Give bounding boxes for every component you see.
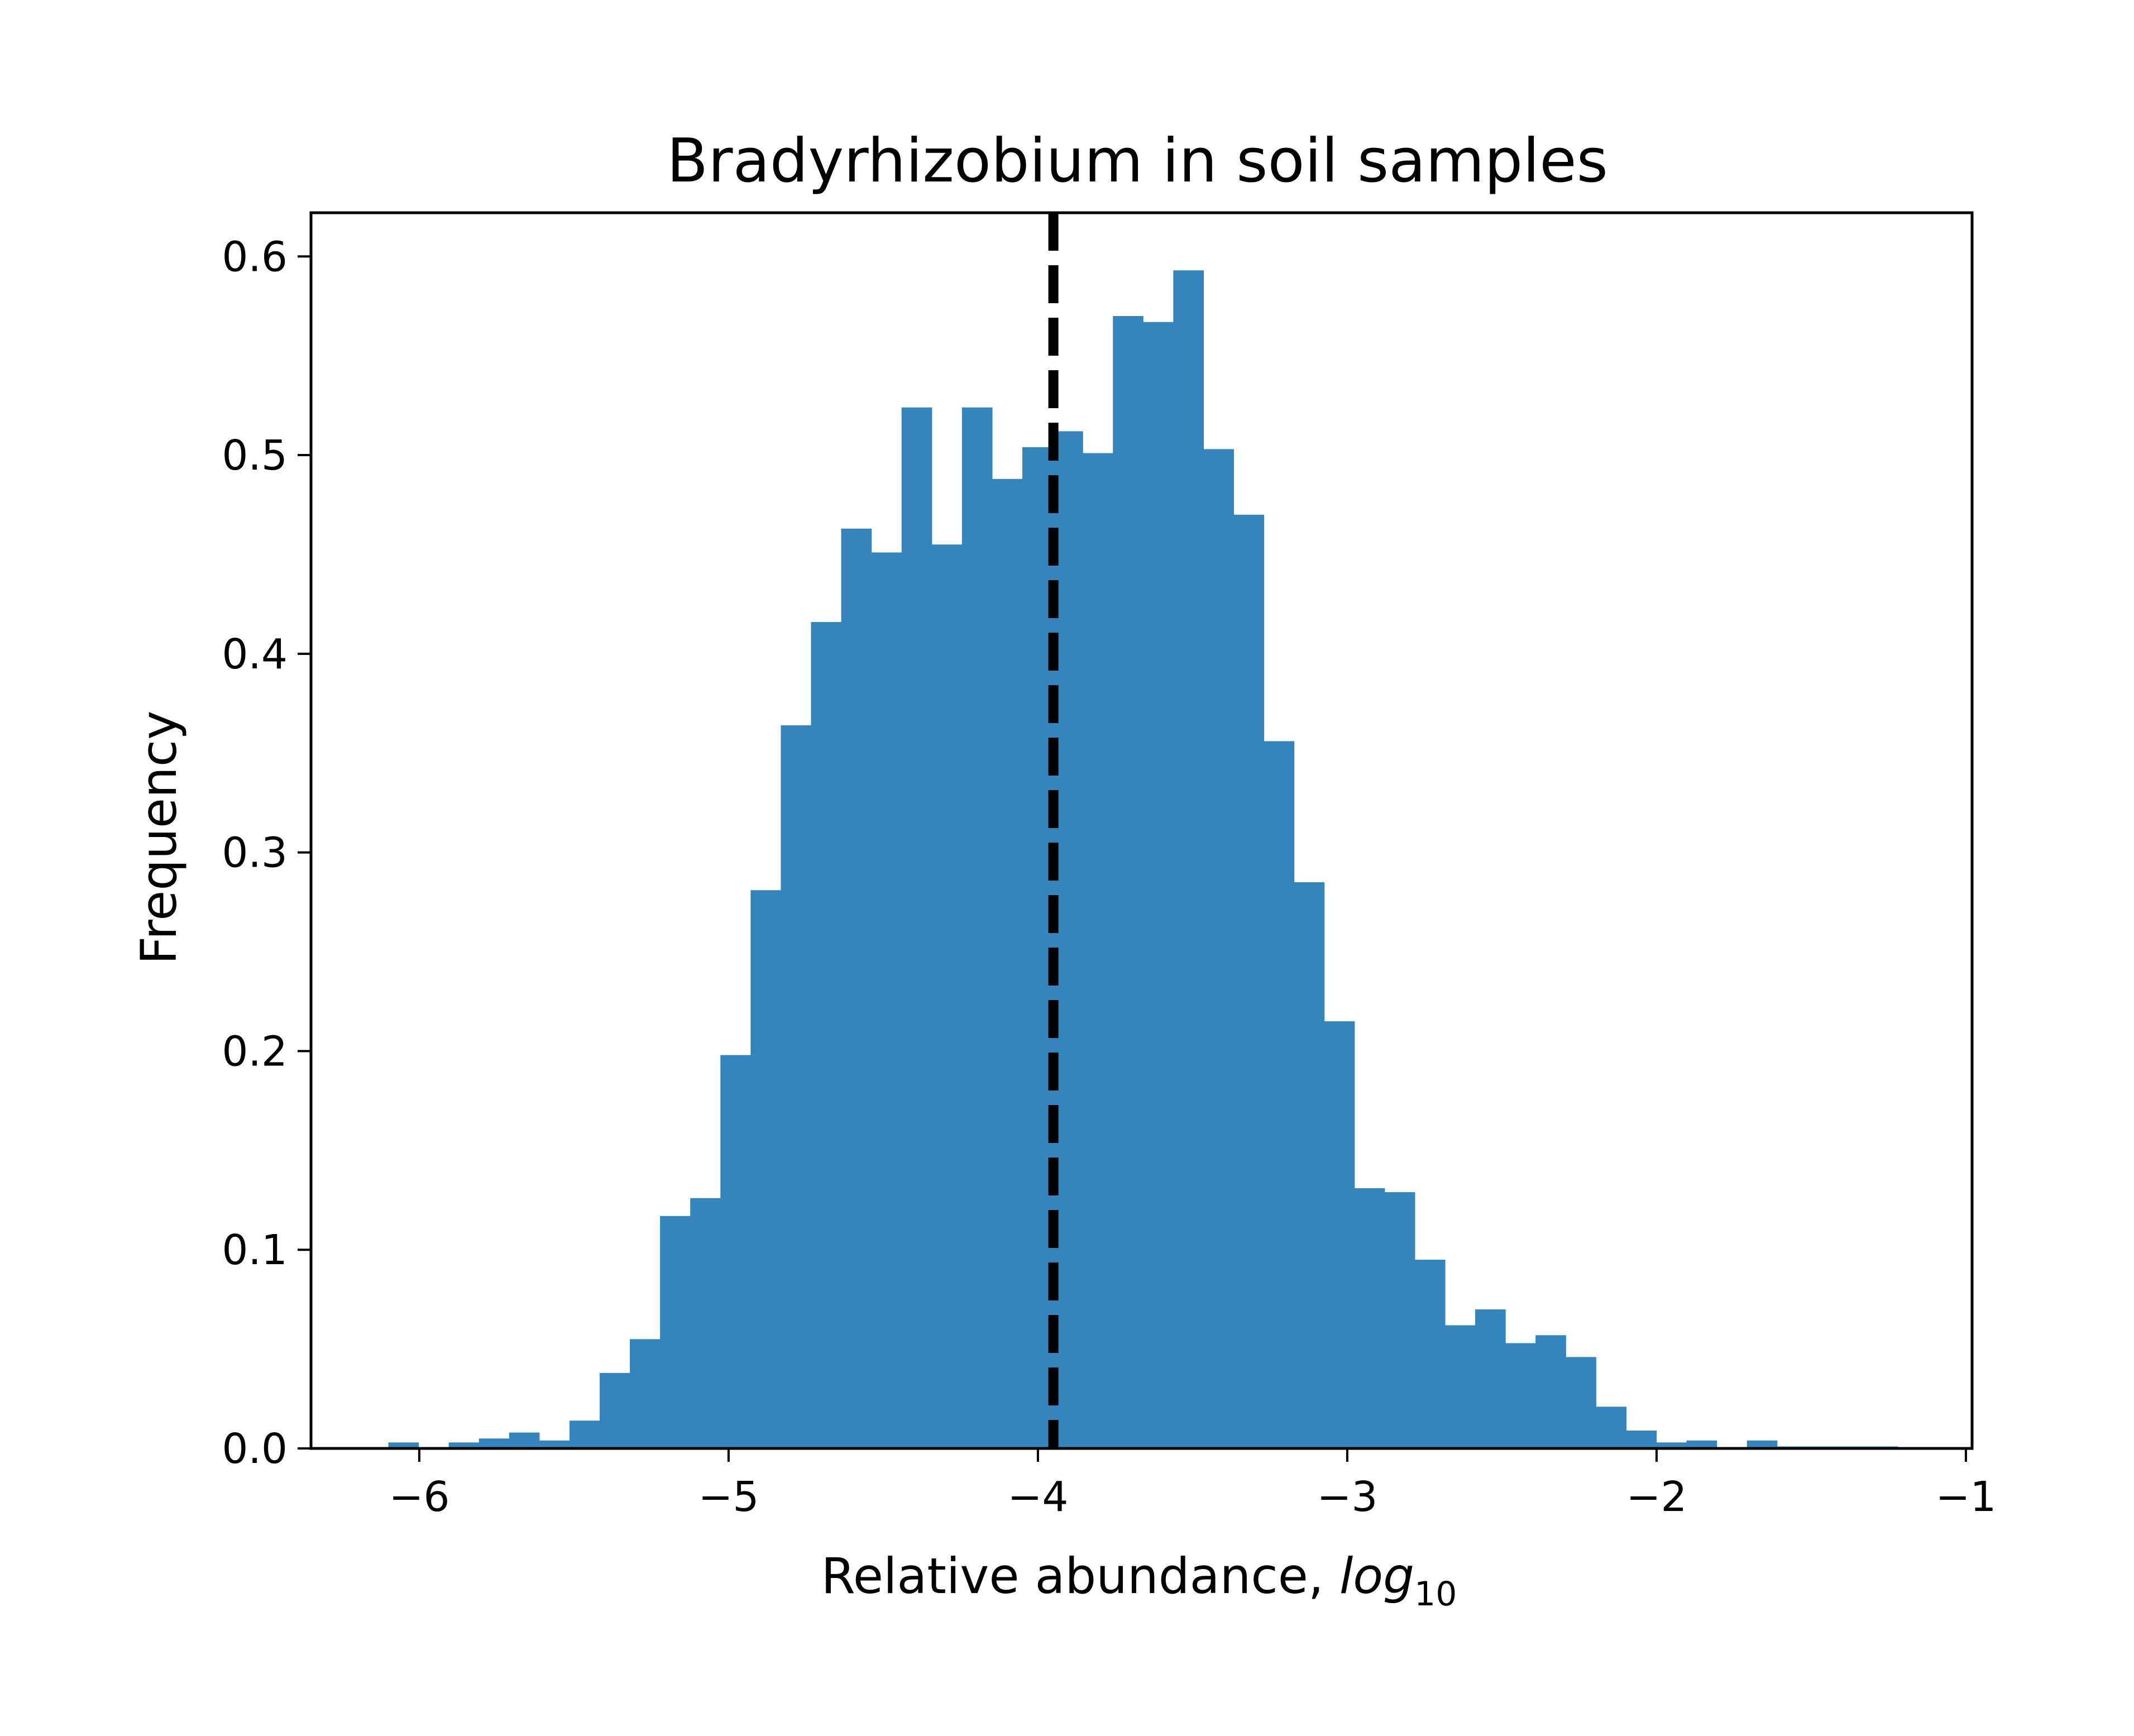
histogram-bar: [1143, 322, 1174, 1448]
histogram-bar: [1656, 1442, 1687, 1448]
histogram-bar: [1354, 1188, 1385, 1448]
histogram-bar: [1475, 1309, 1506, 1448]
x-tick-label: −6: [389, 1473, 449, 1521]
histogram-bar: [1566, 1357, 1596, 1448]
x-axis-label-text: Relative abundance,: [821, 1547, 1324, 1605]
histogram-bar: [1535, 1335, 1566, 1448]
histogram-bar: [539, 1440, 570, 1448]
y-tick-label: 0.0: [222, 1425, 288, 1473]
histogram-bar: [1324, 1021, 1355, 1448]
x-axis-label-math: log: [1339, 1547, 1414, 1605]
histogram-bar: [448, 1442, 480, 1448]
histogram-bar: [992, 479, 1023, 1448]
histogram-bar: [1173, 270, 1204, 1448]
histogram-bar: [1414, 1260, 1446, 1448]
chart-title: Bradyrhizobium in soil samples: [667, 126, 1608, 196]
histogram-bar: [871, 552, 902, 1448]
histogram-bar: [841, 528, 872, 1448]
histogram-bar: [1113, 316, 1143, 1448]
y-axis-label: Frequency: [130, 711, 188, 965]
histogram-bar: [569, 1421, 600, 1448]
histogram-bar: [781, 725, 812, 1448]
histogram-bar: [479, 1438, 510, 1448]
histogram-bar: [1747, 1440, 1778, 1448]
histogram-bar: [901, 407, 932, 1448]
histogram-bar: [630, 1339, 661, 1448]
y-tick-label: 0.5: [222, 432, 288, 480]
histogram-bar: [1203, 449, 1235, 1448]
histogram-bar: [388, 1442, 419, 1448]
y-axis: 0.0 0.1 0.2 0.3 0.4 0.5 0.6: [222, 233, 311, 1473]
histogram-bar: [1264, 741, 1295, 1448]
histogram-bar: [660, 1216, 691, 1448]
histogram-bar: [1505, 1343, 1536, 1448]
histogram-bar: [961, 407, 993, 1448]
histogram-bar: [720, 1055, 751, 1448]
x-axis-label: Relative abundance, log10: [821, 1547, 1457, 1614]
histogram-bar: [509, 1432, 540, 1448]
x-tick-label: −2: [1626, 1473, 1687, 1521]
histogram-bar: [690, 1198, 721, 1448]
histogram-bar: [1294, 882, 1325, 1448]
bars-group: [388, 270, 1898, 1449]
plot-frame: [309, 211, 1974, 1450]
x-tick-label: −4: [1007, 1473, 1068, 1521]
x-axis-label-subscript: 10: [1414, 1575, 1457, 1614]
histogram-bar: [1022, 447, 1053, 1448]
histogram-bar: [1233, 514, 1265, 1449]
y-tick-label: 0.1: [222, 1226, 288, 1274]
histogram-bar: [931, 544, 963, 1449]
x-axis: −6 −5 −4 −3 −2 −1: [389, 1448, 1996, 1521]
histogram-bar: [1626, 1430, 1657, 1448]
histogram-bar: [1596, 1407, 1627, 1448]
y-tick-label: 0.2: [222, 1027, 288, 1075]
x-tick-label: −3: [1317, 1473, 1377, 1521]
histogram-bar: [1444, 1325, 1476, 1448]
x-tick-label: −5: [698, 1473, 759, 1521]
histogram-bar: [1686, 1440, 1717, 1448]
histogram-bar: [1384, 1192, 1415, 1448]
y-tick-label: 0.6: [222, 233, 288, 281]
histogram-bar: [1083, 453, 1113, 1449]
histogram-bar: [811, 621, 842, 1448]
y-tick-label: 0.3: [222, 829, 288, 877]
y-tick-label: 0.4: [222, 630, 288, 678]
x-tick-label: −1: [1935, 1473, 1996, 1521]
histogram-bar: [750, 890, 782, 1448]
histogram-bar: [599, 1372, 630, 1448]
